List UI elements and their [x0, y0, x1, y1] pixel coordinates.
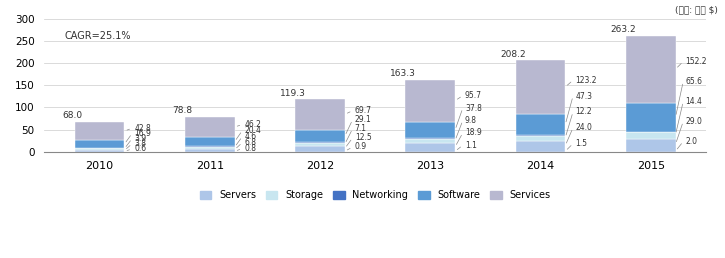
Text: 6.8: 6.8	[244, 138, 257, 147]
Text: 46.2: 46.2	[244, 120, 262, 129]
Text: (단위: 백만 $): (단위: 백만 $)	[675, 5, 718, 14]
Bar	[295, 130, 345, 142]
Text: 14.4: 14.4	[685, 97, 703, 106]
Bar	[405, 122, 455, 138]
Text: 2.0: 2.0	[685, 137, 697, 146]
Text: 16.9: 16.9	[134, 129, 152, 138]
Text: 24.0: 24.0	[575, 123, 592, 132]
Bar	[185, 117, 235, 137]
Bar	[295, 143, 345, 146]
Bar	[626, 36, 676, 103]
Bar	[75, 150, 125, 151]
Text: 263.2: 263.2	[610, 25, 637, 34]
Bar	[515, 136, 566, 141]
Bar	[405, 80, 455, 122]
Bar	[75, 140, 125, 148]
Text: CAGR=25.1%: CAGR=25.1%	[65, 31, 130, 41]
Bar	[295, 99, 345, 130]
Bar	[515, 141, 566, 151]
Text: 47.3: 47.3	[575, 92, 592, 101]
Text: 123.2: 123.2	[575, 76, 597, 85]
Bar	[626, 139, 676, 151]
Bar	[295, 142, 345, 143]
Text: 69.7: 69.7	[355, 106, 372, 115]
Text: 9.8: 9.8	[465, 116, 477, 125]
Bar	[515, 60, 566, 114]
Text: 1.5: 1.5	[575, 139, 587, 148]
Text: 4.6: 4.6	[244, 132, 257, 141]
Text: 0.6: 0.6	[134, 144, 146, 154]
Text: 37.8: 37.8	[465, 103, 482, 112]
Bar	[405, 143, 455, 151]
Text: 65.6: 65.6	[685, 77, 703, 86]
Text: 42.8: 42.8	[134, 124, 151, 133]
Text: 7.1: 7.1	[355, 124, 367, 133]
Legend: Servers, Storage, Networking, Software, Services: Servers, Storage, Networking, Software, …	[196, 186, 555, 204]
Bar	[185, 149, 235, 151]
Bar	[185, 137, 235, 146]
Text: 29.1: 29.1	[355, 115, 371, 124]
Text: 152.2: 152.2	[685, 57, 707, 66]
Bar	[185, 146, 235, 147]
Text: 0.8: 0.8	[244, 144, 257, 153]
Bar	[295, 146, 345, 151]
Text: 12.5: 12.5	[355, 133, 371, 142]
Bar	[75, 148, 125, 150]
Bar	[405, 138, 455, 139]
Bar	[515, 135, 566, 136]
Bar	[185, 147, 235, 149]
Text: 20.4: 20.4	[244, 126, 262, 135]
Text: 208.2: 208.2	[500, 50, 526, 59]
Bar	[75, 122, 125, 140]
Text: 119.3: 119.3	[280, 89, 306, 98]
Text: 163.3: 163.3	[390, 69, 416, 78]
Text: 68.0: 68.0	[62, 111, 83, 120]
Bar	[405, 139, 455, 143]
Text: 1.1: 1.1	[465, 141, 477, 150]
Text: 3.9: 3.9	[134, 134, 146, 143]
Text: 18.9: 18.9	[465, 128, 481, 138]
Text: 12.2: 12.2	[575, 107, 592, 116]
Bar	[515, 114, 566, 135]
Bar	[626, 132, 676, 139]
Text: 78.8: 78.8	[173, 107, 193, 116]
Text: 0.9: 0.9	[355, 142, 367, 151]
Bar	[626, 103, 676, 132]
Text: 95.7: 95.7	[465, 91, 482, 100]
Text: 3.8: 3.8	[134, 139, 146, 148]
Text: 29.0: 29.0	[685, 117, 703, 126]
